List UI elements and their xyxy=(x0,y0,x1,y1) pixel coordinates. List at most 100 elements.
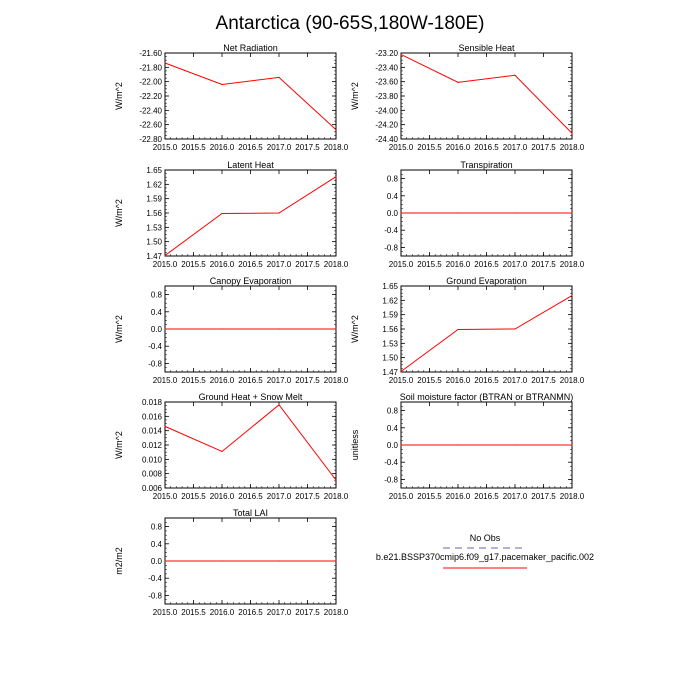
panel-title: Sensible Heat xyxy=(458,43,515,53)
data-point xyxy=(400,370,402,373)
x-tick-label: 2018.0 xyxy=(560,376,585,385)
y-tick-label: -22.80 xyxy=(139,135,162,144)
y-tick-label: -0.8 xyxy=(148,591,162,600)
x-tick-label: 2015.0 xyxy=(153,492,178,501)
data-point xyxy=(335,176,337,178)
data-point xyxy=(164,425,166,427)
y-tick-label: -0.4 xyxy=(384,226,398,235)
x-tick-label: 2017.5 xyxy=(295,608,320,617)
data-point xyxy=(571,212,573,214)
plot-frame xyxy=(164,401,337,489)
x-tick-label: 2015.0 xyxy=(153,376,178,385)
data-point xyxy=(221,328,223,330)
y-tick-label: -21.80 xyxy=(139,63,162,72)
x-tick-label: 2015.5 xyxy=(417,260,442,269)
x-tick-label: 2015.5 xyxy=(417,376,442,385)
x-tick-label: 2015.0 xyxy=(389,376,414,385)
y-tick-label: 0.006 xyxy=(142,484,163,493)
y-tick-label: -0.4 xyxy=(384,458,398,467)
panel-title: Transpiration xyxy=(460,160,512,170)
y-tick-label: 0.0 xyxy=(151,325,163,334)
data-point xyxy=(278,560,280,562)
x-tick-label: 2015.5 xyxy=(181,492,206,501)
data-point xyxy=(514,328,516,330)
y-tick-label: 0.4 xyxy=(151,308,163,317)
plot-frame xyxy=(400,52,573,140)
y-tick-label: -22.00 xyxy=(139,78,162,87)
y-tick-label: 1.50 xyxy=(146,238,162,247)
data-point xyxy=(457,328,459,331)
y-tick-label: 0.016 xyxy=(142,412,163,421)
y-axis-label: W/m^2 xyxy=(114,315,124,343)
y-tick-label: -24.40 xyxy=(375,135,398,144)
x-tick-label: 2016.0 xyxy=(210,608,235,617)
y-tick-label: 0.4 xyxy=(387,424,399,433)
x-tick-label: 2015.5 xyxy=(417,143,442,152)
legend-label-model: b.e21.BSSP370cmip6.f09_g17.pacemaker_pac… xyxy=(376,552,594,562)
x-tick-label: 2015.0 xyxy=(389,143,414,152)
x-tick-label: 2015.0 xyxy=(153,608,178,617)
x-tick-label: 2017.0 xyxy=(503,260,528,269)
x-tick-label: 2016.5 xyxy=(238,608,263,617)
y-axis-label: W/m^2 xyxy=(350,315,360,343)
x-tick-label: 2017.0 xyxy=(267,376,292,385)
chart-panel-1: Sensible Heat W/m^2 2015.0 2015.5 2016.0 2016… xyxy=(350,43,585,152)
panel-title: Total LAI xyxy=(233,508,268,518)
x-tick-label: 2018.0 xyxy=(324,260,349,269)
x-tick-label: 2015.5 xyxy=(181,376,206,385)
data-point xyxy=(164,62,166,64)
y-tick-label: 0.4 xyxy=(387,192,399,201)
x-tick-label: 2016.0 xyxy=(210,260,235,269)
x-tick-label: 2016.5 xyxy=(238,143,263,152)
plot-frame xyxy=(164,52,337,140)
x-tick-label: 2015.0 xyxy=(153,260,178,269)
y-tick-label: 1.56 xyxy=(146,209,162,218)
y-tick-label: 1.62 xyxy=(146,180,162,189)
series-line xyxy=(164,62,337,131)
y-axis-label: W/m^2 xyxy=(114,199,124,227)
data-point xyxy=(457,444,459,446)
x-tick-label: 2016.5 xyxy=(238,492,263,501)
x-tick-label: 2015.5 xyxy=(181,260,206,269)
y-axis-label: W/m^2 xyxy=(114,82,124,110)
data-point xyxy=(164,328,166,330)
y-tick-label: 0.8 xyxy=(387,407,399,416)
panel-title: Ground Evaporation xyxy=(446,276,527,286)
data-point xyxy=(571,444,573,446)
panel-title: Ground Heat + Snow Melt xyxy=(199,392,303,402)
x-tick-label: 2017.0 xyxy=(267,143,292,152)
x-tick-label: 2016.5 xyxy=(238,260,263,269)
x-tick-label: 2018.0 xyxy=(324,143,349,152)
data-point xyxy=(457,212,459,214)
x-tick-label: 2016.0 xyxy=(446,492,471,501)
y-tick-label: 0.012 xyxy=(142,441,163,450)
data-point xyxy=(221,560,223,562)
y-tick-label: 1.53 xyxy=(146,223,162,232)
y-tick-label: 1.47 xyxy=(382,368,398,377)
y-axis-label: unitless xyxy=(350,429,360,460)
x-tick-label: 2015.5 xyxy=(181,608,206,617)
y-tick-label: -23.60 xyxy=(375,78,398,87)
x-tick-label: 2018.0 xyxy=(560,492,585,501)
x-tick-label: 2016.0 xyxy=(210,143,235,152)
y-tick-label: 1.65 xyxy=(382,282,398,291)
x-tick-label: 2017.5 xyxy=(295,260,320,269)
y-axis-label: m2/m2 xyxy=(114,547,124,575)
y-tick-label: 0.010 xyxy=(142,455,163,464)
data-point xyxy=(514,212,516,214)
chart-panel-2: Latent Heat W/m^2 2015.0 2015.5 2016.0 2016.5… xyxy=(114,160,349,269)
data-point xyxy=(221,212,223,215)
data-point xyxy=(335,328,337,330)
y-tick-label: -22.20 xyxy=(139,92,162,101)
y-tick-label: 1.53 xyxy=(382,339,398,348)
y-tick-label: 1.56 xyxy=(382,325,398,334)
x-tick-label: 2016.5 xyxy=(238,376,263,385)
chart-panel-6: Ground Heat + Snow Melt W/m^2 2015.0 2015.5… xyxy=(114,392,349,501)
panel-title: Latent Heat xyxy=(227,160,274,170)
x-tick-label: 2017.0 xyxy=(267,260,292,269)
y-tick-label: 0.0 xyxy=(387,209,399,218)
x-tick-label: 2017.5 xyxy=(295,376,320,385)
y-tick-label: 1.65 xyxy=(146,166,162,175)
y-tick-label: -0.8 xyxy=(148,359,162,368)
